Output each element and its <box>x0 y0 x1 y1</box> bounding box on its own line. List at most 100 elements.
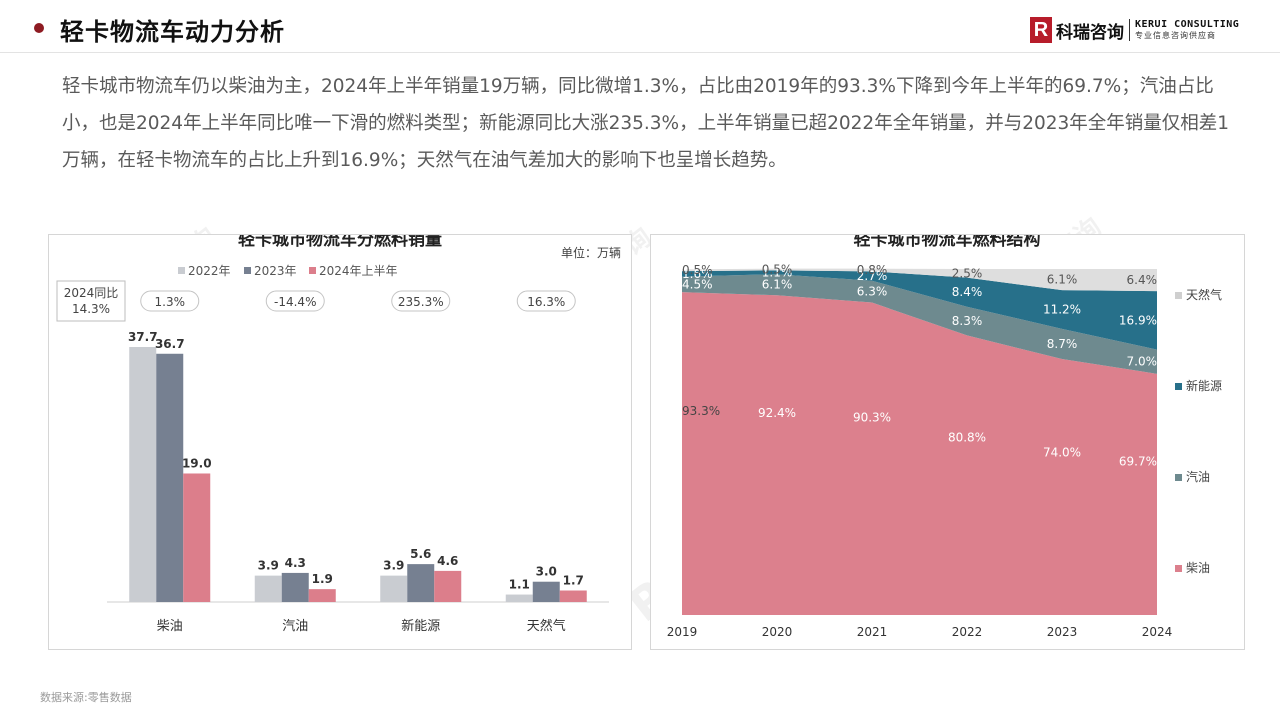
bar-data-label: 1.7 <box>563 574 584 588</box>
bar <box>129 347 157 602</box>
bar-data-label: 1.1 <box>509 578 530 592</box>
bar <box>156 353 184 602</box>
bar-data-label: 3.9 <box>383 559 404 573</box>
bar-chart-panel: 轻卡城市物流车分燃料销量单位：万辆 2022年 2023年 2024年上半年 2024同… <box>48 229 632 650</box>
legend-label: 2024年上半年 <box>319 264 398 278</box>
bar-data-label: 3.0 <box>536 565 557 579</box>
yoy-total-value: 14.3% <box>72 302 110 316</box>
bar <box>183 473 211 602</box>
area-chart: 轻卡城市物流车燃料结构 93.3% 92.4% 90.3% 80.8% 74.0% 69.7… <box>667 229 1222 639</box>
logo-tagline: 专业信息咨询供应商 <box>1135 31 1216 40</box>
bar-data-label: 1.9 <box>312 572 333 586</box>
yoy-value: 1.3% <box>155 295 186 309</box>
area-data-label: 2.5% <box>952 266 983 280</box>
area-data-label: 8.4% <box>952 285 983 299</box>
x-tick-label: 新能源 <box>401 618 440 634</box>
area-data-label: 92.4% <box>758 406 796 420</box>
area-band-汽油 <box>682 274 1157 374</box>
bar <box>505 594 533 602</box>
bar <box>254 575 282 602</box>
title-bullet <box>34 23 44 33</box>
legend-swatch <box>1175 565 1182 572</box>
area-data-label: 0.8% <box>857 263 888 277</box>
logo-mark: R <box>1030 17 1052 43</box>
x-tick-label: 2020 <box>762 625 793 639</box>
x-tick-label: 柴油 <box>157 619 183 634</box>
legend-swatch <box>1175 383 1182 390</box>
x-tick-label: 2023 <box>1047 625 1078 639</box>
area-data-label: 4.5% <box>682 277 713 291</box>
area-data-label: 0.5% <box>762 263 793 277</box>
yoy-value: 16.3% <box>527 295 565 309</box>
bar-data-label: 4.6 <box>437 554 458 568</box>
x-tick-label: 汽油 <box>282 619 308 634</box>
area-data-label: 6.1% <box>1047 273 1078 287</box>
x-tick-label: 天然气 <box>527 618 566 634</box>
page-title: 轻卡物流车动力分析 <box>60 18 285 46</box>
chart-title: 轻卡城市物流车燃料结构 <box>854 235 1041 250</box>
bar-data-label: 3.9 <box>258 559 279 573</box>
legend-label: 2022年 <box>188 264 231 278</box>
yoy-total-label: 2024同比 <box>64 286 119 300</box>
area-data-label: 2.7% <box>857 269 888 283</box>
legend-label: 2023年 <box>254 264 297 278</box>
bar <box>380 575 408 602</box>
legend-swatch <box>244 267 251 274</box>
x-tick-label: 2021 <box>857 625 888 639</box>
yoy-pill <box>391 290 451 312</box>
x-tick-label: 2019 <box>667 625 698 639</box>
area-data-label: 1.1% <box>762 265 793 279</box>
area-data-label: 8.7% <box>1047 337 1078 351</box>
yoy-total-box <box>56 280 126 322</box>
area-data-label: 93.3% <box>682 404 720 418</box>
legend-swatch <box>178 267 185 274</box>
area-data-label: 74.0% <box>1043 445 1081 459</box>
area-band-柴油 <box>682 292 1157 615</box>
bar <box>308 589 336 602</box>
summary-text: 轻卡城市物流车仍以柴油为主，2024年上半年销量19万辆，同比微增1.3%，占比… <box>62 76 1230 171</box>
area-data-label: 6.1% <box>762 278 793 292</box>
legend-label: 汽油 <box>1186 469 1210 484</box>
area-band-新能源 <box>682 270 1157 350</box>
unit-label: 单位：万辆 <box>561 245 621 260</box>
bar <box>281 572 309 602</box>
bar <box>434 570 462 602</box>
yoy-value: 235.3% <box>398 295 444 309</box>
bar-data-label: 4.3 <box>285 556 306 570</box>
x-tick-label: 2022 <box>952 625 983 639</box>
legend-swatch <box>1175 474 1182 481</box>
area-data-label: 6.3% <box>857 285 888 299</box>
legend-swatch <box>1175 292 1182 299</box>
area-data-label: 69.7% <box>1119 454 1157 468</box>
area-data-label: 11.2% <box>1043 302 1081 316</box>
legend-label: 天然气 <box>1186 287 1222 302</box>
yoy-pill <box>265 290 325 312</box>
area-band-天然气 <box>682 268 1157 292</box>
legend-swatch <box>309 267 316 274</box>
bar-data-label: 19.0 <box>182 456 212 470</box>
bar-data-label: 36.7 <box>155 337 185 351</box>
bar <box>407 564 435 602</box>
area-data-label: 8.3% <box>952 314 983 328</box>
logo-name: 科瑞咨询 <box>1056 22 1124 43</box>
area-data-label: 16.9% <box>1119 313 1157 327</box>
area-data-label: 1.6% <box>682 267 713 281</box>
yoy-pill <box>516 290 576 312</box>
yoy-value: -14.4% <box>274 295 316 309</box>
area-data-label: 0.5% <box>682 263 713 277</box>
area-data-label: 7.0% <box>1127 355 1158 369</box>
area-data-label: 6.4% <box>1127 273 1158 287</box>
logo-separator <box>1129 19 1130 41</box>
legend-label: 新能源 <box>1186 378 1222 393</box>
logo-english-name: KERUI CONSULTING <box>1135 19 1240 30</box>
bar <box>532 581 560 602</box>
data-source-note: 数据来源:零售数据 <box>40 691 132 704</box>
company-logo: R 科瑞咨询 KERUI CONSULTING 专业信息咨询供应商 <box>1030 16 1239 44</box>
bar <box>559 590 587 602</box>
chart-title: 轻卡城市物流车分燃料销量 <box>238 235 442 250</box>
area-chart-panel: 轻卡城市物流车燃料结构 93.3% 92.4% 90.3% 80.8% 74.0% 69.7… <box>650 229 1245 650</box>
bar-data-label: 5.6 <box>410 547 431 561</box>
bar-data-label: 37.7 <box>128 330 158 344</box>
yoy-pill <box>140 290 200 312</box>
